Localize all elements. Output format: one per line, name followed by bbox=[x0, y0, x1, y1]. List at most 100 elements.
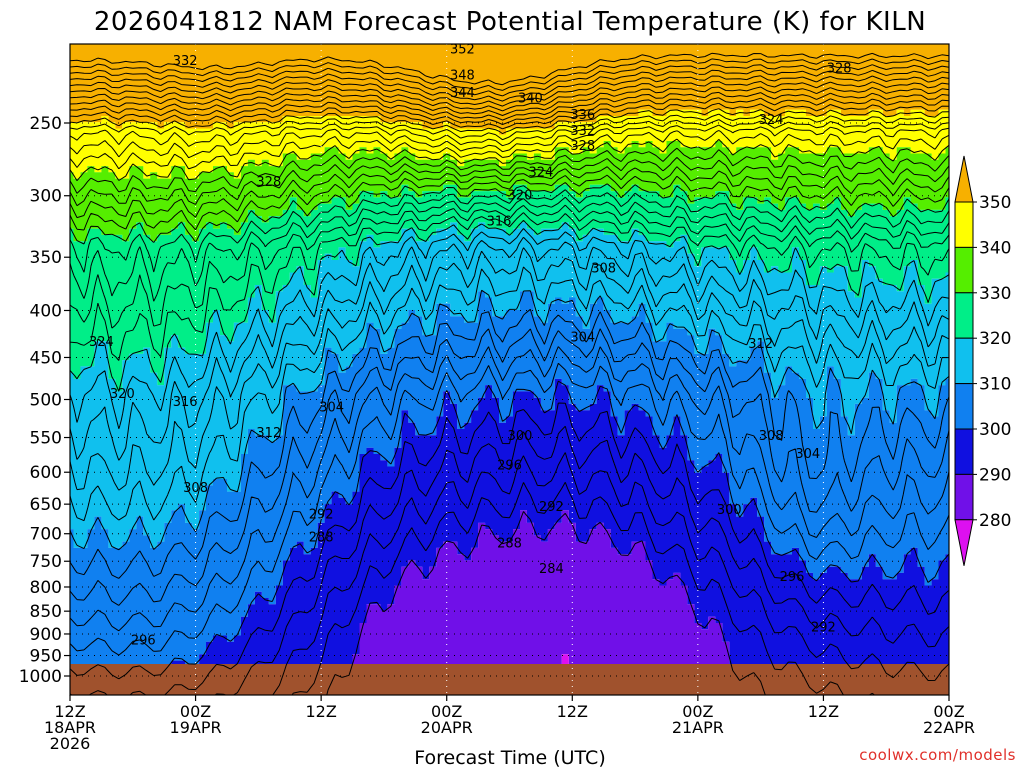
contour-fill-300 bbox=[70, 222, 949, 548]
colorbar: 350 340 330 320 310 300 290 280 bbox=[954, 155, 1011, 566]
x-tick-label: 2026 bbox=[50, 734, 91, 753]
contour-label: 292 bbox=[811, 620, 836, 635]
x-tick-label: 12Z bbox=[808, 702, 839, 721]
y-tick-label: 350 bbox=[30, 248, 62, 268]
contour-line-308 bbox=[69, 228, 950, 429]
contour-line-318 bbox=[69, 189, 950, 273]
contour-label: 308 bbox=[183, 481, 208, 496]
contour-label: 348 bbox=[450, 69, 475, 84]
contour-fill-280 bbox=[70, 378, 949, 695]
contour-label: 312 bbox=[748, 337, 773, 352]
contour-line-288 bbox=[69, 402, 950, 696]
contour-label: 284 bbox=[539, 562, 564, 577]
colorbar-swatch bbox=[954, 337, 974, 385]
colorbar-label: 310 bbox=[979, 375, 1011, 395]
contour-line-300 bbox=[69, 289, 950, 551]
contour-label: 328 bbox=[570, 139, 595, 154]
contour-line-324 bbox=[69, 166, 950, 219]
contour-label: 312 bbox=[256, 426, 281, 441]
contour-label: 304 bbox=[795, 447, 820, 462]
contour-line-334 bbox=[69, 124, 950, 159]
colorbar-label: 330 bbox=[979, 284, 1011, 304]
contour-line-326 bbox=[69, 157, 950, 207]
contour-label: 332 bbox=[173, 54, 198, 69]
contour-line-292 bbox=[69, 362, 950, 656]
colorbar-label: 280 bbox=[979, 511, 1011, 531]
contour-line-346 bbox=[69, 91, 950, 121]
colorbar-label: 350 bbox=[979, 193, 1011, 213]
contour-line-310 bbox=[69, 219, 950, 392]
ground-surface bbox=[70, 664, 949, 695]
colorbar-arrow-bottom bbox=[954, 519, 974, 566]
colorbar-swatch bbox=[954, 473, 974, 521]
contour-label: 332 bbox=[570, 124, 595, 139]
contour-label: 292 bbox=[539, 500, 564, 515]
contour-line-354 bbox=[69, 69, 950, 102]
contour-fill-290 bbox=[70, 291, 949, 680]
x-tick-label: 22APR bbox=[923, 718, 975, 737]
chart-title: 2026041812 NAM Forecast Potential Temper… bbox=[94, 7, 926, 37]
x-tick-label: 00Z bbox=[431, 702, 462, 721]
contour-line-336 bbox=[69, 119, 950, 147]
y-tick-label: 250 bbox=[30, 114, 62, 134]
contour-line-338 bbox=[69, 113, 950, 141]
credit-text: coolwx.com/models bbox=[859, 746, 1016, 764]
contour-fills bbox=[70, 44, 949, 695]
contour-lines bbox=[69, 52, 950, 696]
contour-label: 328 bbox=[827, 61, 852, 76]
contour-line-344 bbox=[69, 97, 950, 125]
contour-label: 316 bbox=[487, 214, 512, 229]
colorbar-label: 320 bbox=[979, 329, 1011, 349]
contour-line-302 bbox=[69, 266, 950, 522]
colorbar-label: 300 bbox=[979, 420, 1011, 440]
contour-fill-260 bbox=[561, 654, 569, 667]
x-tick-label: 18APR bbox=[44, 718, 96, 737]
y-tick-label: 300 bbox=[30, 187, 62, 207]
y-tick-label: 850 bbox=[30, 602, 62, 622]
contour-line-296 bbox=[69, 328, 950, 606]
contour-line-332 bbox=[69, 130, 950, 170]
colorbar-swatch bbox=[954, 383, 974, 430]
contour-label: 300 bbox=[508, 429, 533, 444]
contour-label: 304 bbox=[319, 400, 344, 415]
contour-line-304 bbox=[69, 247, 950, 491]
contour-label: 296 bbox=[780, 570, 805, 585]
contour-line-282 bbox=[291, 482, 875, 696]
x-tick-label: 19APR bbox=[170, 718, 222, 737]
x-tick-label: 21APR bbox=[672, 718, 724, 737]
contour-label: 320 bbox=[110, 387, 135, 402]
contour-line-348 bbox=[69, 86, 950, 116]
contour-line-290 bbox=[69, 380, 950, 680]
contour-label: 320 bbox=[508, 189, 533, 204]
contour-line-314 bbox=[69, 204, 950, 329]
y-tick-label: 900 bbox=[30, 625, 62, 645]
y-tick-label: 600 bbox=[30, 463, 62, 483]
y-tick-label: 500 bbox=[30, 391, 62, 411]
contour-line-350 bbox=[69, 80, 950, 112]
colorbar-arrow-top bbox=[954, 155, 974, 203]
x-tick-label: 00Z bbox=[933, 702, 964, 721]
contour-label: 296 bbox=[131, 634, 156, 649]
y-tick-label: 950 bbox=[30, 647, 62, 667]
contour-line-342 bbox=[69, 102, 950, 130]
y-tick-label: 650 bbox=[30, 495, 62, 515]
contour-line-280 bbox=[326, 511, 766, 696]
contour-label: 296 bbox=[497, 459, 522, 474]
contour-label: 352 bbox=[450, 43, 475, 58]
contour-line-322 bbox=[69, 174, 950, 231]
y-tick-label: 750 bbox=[30, 552, 62, 572]
contour-line-352 bbox=[69, 75, 950, 107]
contour-line-330 bbox=[69, 138, 950, 182]
plot-frame bbox=[69, 43, 950, 696]
x-axis-label: Forecast Time (UTC) bbox=[414, 747, 605, 768]
y-tick-label: 700 bbox=[30, 525, 62, 545]
y-tick-label: 400 bbox=[30, 301, 62, 321]
contour-label: 328 bbox=[256, 175, 281, 190]
y-tick-label: 800 bbox=[30, 578, 62, 598]
contour-label: 300 bbox=[717, 503, 742, 518]
contour-label: 316 bbox=[173, 395, 198, 410]
contour-label: 324 bbox=[759, 113, 784, 128]
contour-label: 344 bbox=[450, 86, 475, 101]
contour-label: 292 bbox=[309, 507, 334, 522]
